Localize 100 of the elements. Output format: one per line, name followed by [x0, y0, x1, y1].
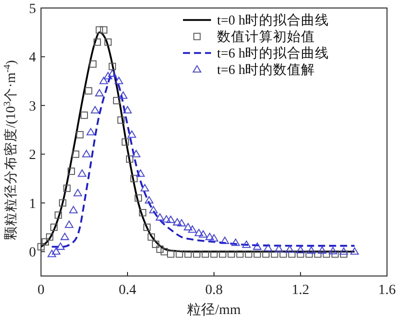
point [307, 246, 316, 254]
legend-label: t=0 h时的拟合曲线 [217, 12, 330, 28]
x-tick-label: 0.4 [118, 283, 136, 298]
y-tick-label: 4 [29, 50, 36, 66]
point [184, 250, 192, 258]
point [162, 215, 171, 223]
point [80, 112, 88, 119]
point [340, 247, 348, 255]
point [156, 246, 164, 253]
point [219, 250, 226, 258]
point [130, 174, 138, 182]
point [220, 236, 230, 244]
point [280, 250, 287, 258]
point [322, 250, 330, 258]
point [60, 232, 70, 240]
point [96, 26, 104, 34]
point [48, 250, 56, 258]
legend-label: 数值计算初始值 [217, 29, 315, 44]
x-tick-label: 1.2 [292, 283, 310, 298]
point [100, 26, 108, 34]
point [94, 38, 101, 46]
point [244, 250, 252, 258]
point [296, 246, 305, 254]
point [166, 216, 175, 224]
point [136, 169, 145, 177]
point [306, 250, 313, 258]
point [328, 246, 338, 254]
point [202, 250, 209, 258]
point [82, 150, 91, 158]
point [177, 219, 186, 226]
point [210, 250, 218, 258]
point [63, 184, 71, 192]
point [231, 238, 240, 246]
point [296, 250, 304, 258]
point [314, 250, 322, 258]
point [274, 244, 284, 252]
point [64, 220, 74, 228]
point [253, 242, 262, 250]
point [149, 206, 158, 214]
point [86, 128, 95, 136]
point [167, 250, 174, 258]
point [37, 243, 45, 250]
point [50, 224, 58, 231]
point [205, 232, 214, 240]
x-tick-label: 1.6 [378, 283, 396, 298]
point [90, 106, 100, 114]
point [184, 223, 192, 230]
point [78, 169, 86, 177]
point [318, 246, 326, 254]
point [331, 250, 339, 258]
point [140, 184, 150, 192]
y-tick-label: 2 [29, 148, 36, 164]
point [340, 250, 348, 258]
point [56, 242, 65, 250]
point [210, 234, 218, 242]
point [176, 250, 184, 258]
y-tick-label: 1 [29, 196, 36, 212]
x-tick-label: 0.8 [205, 283, 223, 298]
point [172, 218, 182, 226]
point [236, 250, 244, 258]
point [89, 60, 97, 68]
y-tick-label: 0 [29, 246, 36, 261]
point [114, 76, 124, 84]
point [188, 225, 197, 233]
point [148, 233, 155, 241]
point [143, 224, 151, 231]
point [104, 38, 112, 46]
point [126, 155, 134, 163]
point [58, 199, 66, 207]
point [113, 96, 120, 104]
x-axis-title: 粒径/mm [187, 302, 241, 318]
point [285, 245, 294, 253]
point [42, 238, 49, 246]
point [76, 131, 84, 138]
legend-label: t=6 h时的数值解 [217, 62, 316, 78]
point [99, 76, 108, 84]
point [350, 247, 359, 255]
point [242, 240, 251, 248]
point [288, 250, 296, 258]
point [117, 116, 125, 124]
point [74, 188, 82, 196]
point [128, 130, 136, 138]
point [160, 248, 168, 256]
point [138, 209, 146, 216]
point [134, 194, 142, 202]
point [270, 250, 278, 258]
point [84, 87, 92, 94]
point [122, 138, 129, 146]
point [95, 89, 104, 96]
point [108, 62, 116, 70]
legend-label: t=6 h时的拟合曲线 [217, 46, 330, 61]
point [144, 196, 154, 204]
point [198, 230, 208, 238]
point [69, 206, 78, 214]
point [123, 106, 132, 114]
point [68, 168, 75, 175]
point [254, 250, 261, 258]
y-tick-label: 3 [29, 99, 36, 114]
point [52, 247, 60, 255]
point [72, 150, 80, 158]
